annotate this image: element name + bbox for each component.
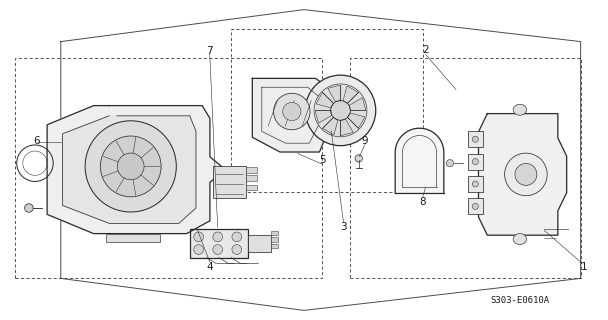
- Bar: [468, 198, 483, 214]
- Ellipse shape: [513, 234, 527, 244]
- Text: 4: 4: [207, 262, 213, 272]
- Ellipse shape: [472, 181, 478, 187]
- Text: 2: 2: [423, 44, 429, 55]
- Ellipse shape: [331, 100, 350, 120]
- Bar: [350, 58, 581, 278]
- Bar: [246, 175, 257, 181]
- Ellipse shape: [100, 136, 161, 197]
- Ellipse shape: [513, 104, 527, 115]
- Ellipse shape: [274, 93, 310, 130]
- Text: 1: 1: [581, 262, 587, 272]
- Polygon shape: [347, 113, 365, 128]
- Ellipse shape: [472, 204, 478, 210]
- Bar: [468, 131, 483, 147]
- Polygon shape: [252, 78, 331, 152]
- Polygon shape: [349, 98, 366, 110]
- Bar: [106, 234, 161, 242]
- Bar: [271, 237, 278, 242]
- Polygon shape: [316, 92, 334, 108]
- Bar: [246, 167, 257, 173]
- Ellipse shape: [505, 153, 547, 196]
- Ellipse shape: [194, 245, 204, 254]
- Bar: [213, 166, 246, 198]
- Bar: [248, 235, 271, 252]
- Text: 6: 6: [33, 136, 40, 146]
- Ellipse shape: [472, 136, 478, 142]
- Ellipse shape: [85, 121, 176, 212]
- Bar: [271, 244, 278, 248]
- Ellipse shape: [213, 245, 223, 254]
- Polygon shape: [395, 128, 444, 193]
- Text: 7: 7: [207, 46, 213, 56]
- Ellipse shape: [515, 164, 537, 185]
- Ellipse shape: [213, 232, 223, 242]
- Polygon shape: [328, 85, 340, 102]
- Bar: [231, 29, 423, 192]
- Polygon shape: [63, 116, 196, 223]
- Ellipse shape: [117, 153, 144, 180]
- Text: 8: 8: [420, 196, 426, 207]
- Polygon shape: [322, 117, 338, 135]
- Bar: [190, 229, 248, 258]
- Ellipse shape: [283, 102, 301, 121]
- Ellipse shape: [446, 160, 454, 167]
- Bar: [246, 185, 257, 190]
- Polygon shape: [340, 119, 353, 136]
- Polygon shape: [47, 106, 226, 234]
- Ellipse shape: [194, 232, 204, 242]
- Ellipse shape: [24, 204, 33, 212]
- Polygon shape: [478, 114, 567, 235]
- Polygon shape: [343, 86, 359, 103]
- Bar: [468, 176, 483, 192]
- Ellipse shape: [472, 159, 478, 164]
- Ellipse shape: [355, 155, 362, 162]
- Ellipse shape: [232, 232, 241, 242]
- Bar: [468, 154, 483, 170]
- Bar: [271, 231, 278, 235]
- Text: 9: 9: [362, 136, 368, 146]
- Ellipse shape: [314, 84, 367, 137]
- Polygon shape: [315, 110, 332, 123]
- Text: S303-E0610A: S303-E0610A: [490, 296, 550, 305]
- Ellipse shape: [232, 245, 241, 254]
- Ellipse shape: [305, 75, 376, 146]
- Text: 3: 3: [340, 222, 347, 232]
- Text: 5: 5: [319, 155, 325, 165]
- Bar: [15, 58, 322, 278]
